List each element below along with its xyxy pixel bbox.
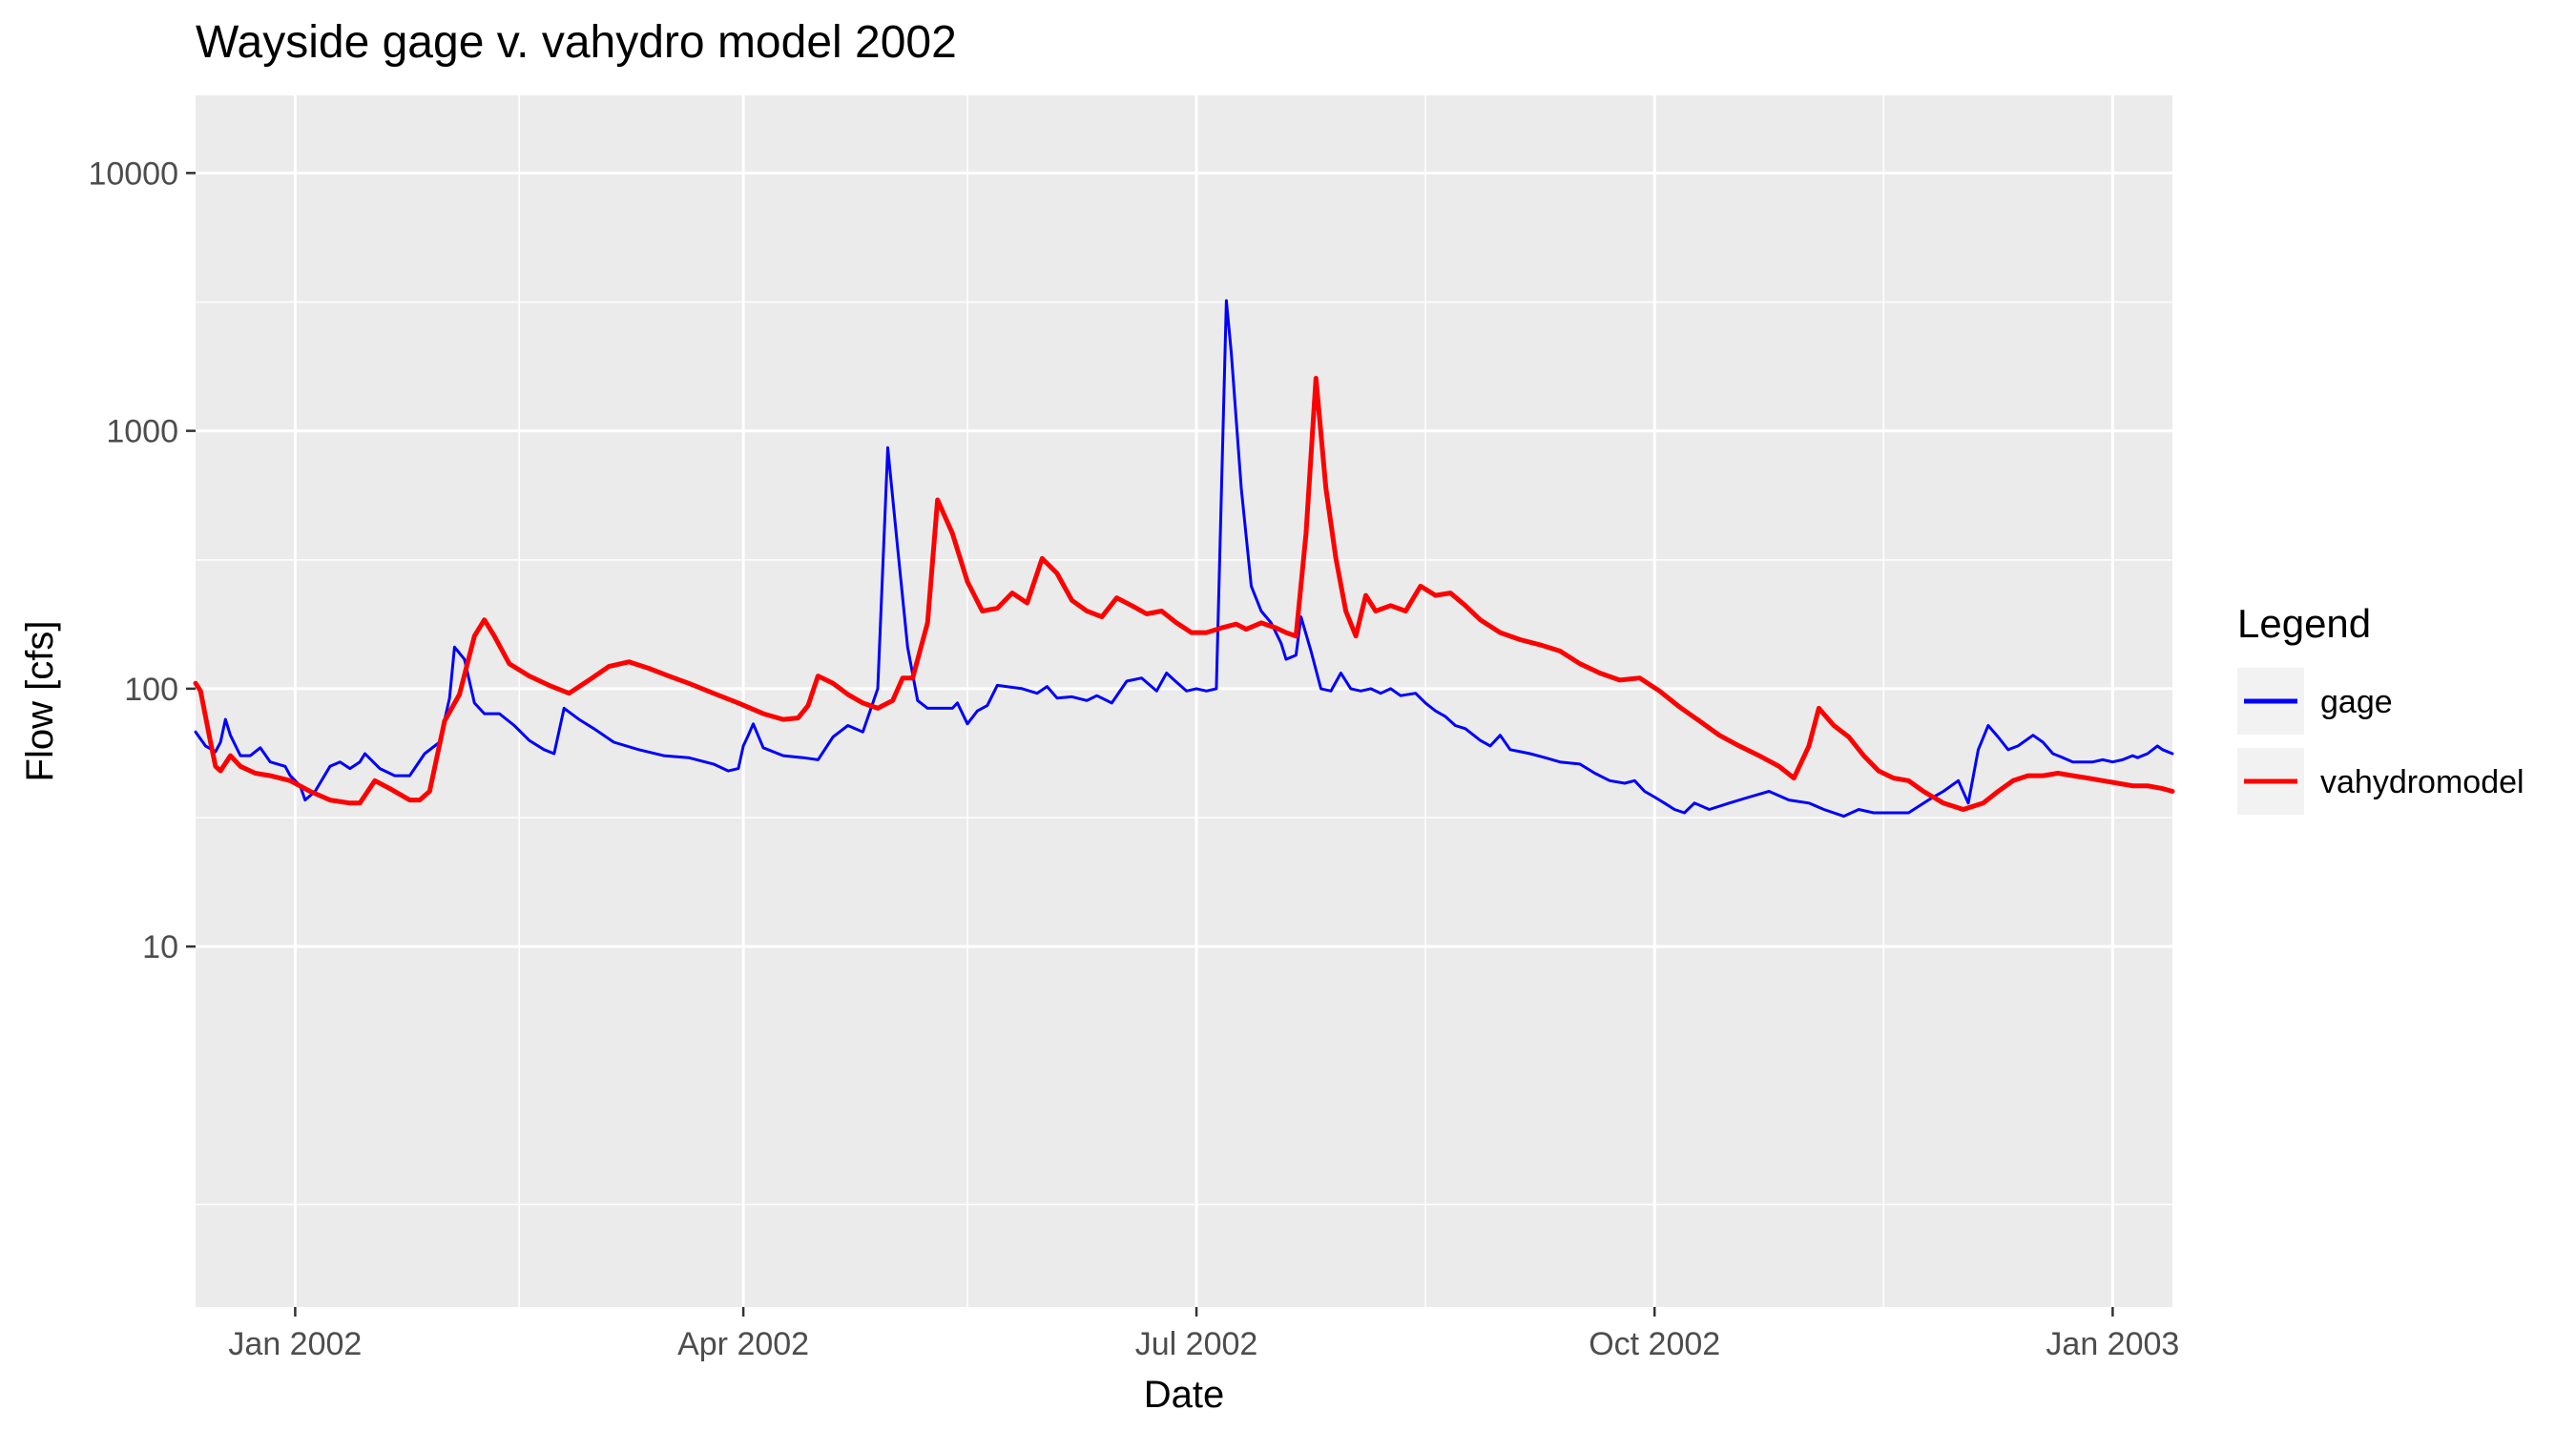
x-tick-label: Apr 2002 [677,1326,809,1362]
series-line-vahydromodel [193,376,2175,812]
legend-label: gage [2320,684,2393,720]
legend-title: Legend [2237,601,2371,646]
series-line-gage [194,299,2174,819]
y-tick-label: 100 [124,672,178,708]
chart-title: Wayside gage v. vahydro model 2002 [196,17,957,68]
x-axis: Jan 2002 Apr 2002 Jul 2002 Oct 2002 Jan 2003 [228,1307,2179,1362]
legend: Legend gage vahydromodel [2237,601,2524,815]
legend-label: vahydromodel [2320,764,2524,800]
y-tick-label: 10 [142,929,178,965]
x-tick-label: Jul 2002 [1135,1326,1258,1362]
x-tick-label: Jan 2003 [2046,1326,2179,1362]
y-axis-title: Flow [cfs] [19,621,61,782]
minor-gridlines [196,95,2172,1307]
series-lines [193,299,2175,819]
x-tick-label: Jan 2002 [228,1326,362,1362]
y-axis: 10 100 1000 10000 [88,156,196,965]
y-tick-label: 1000 [106,414,178,450]
y-tick-label: 10000 [88,156,178,192]
x-tick-label: Oct 2002 [1589,1326,1720,1362]
plot-panel [196,95,2172,1307]
x-axis-title: Date [1144,1374,1225,1416]
